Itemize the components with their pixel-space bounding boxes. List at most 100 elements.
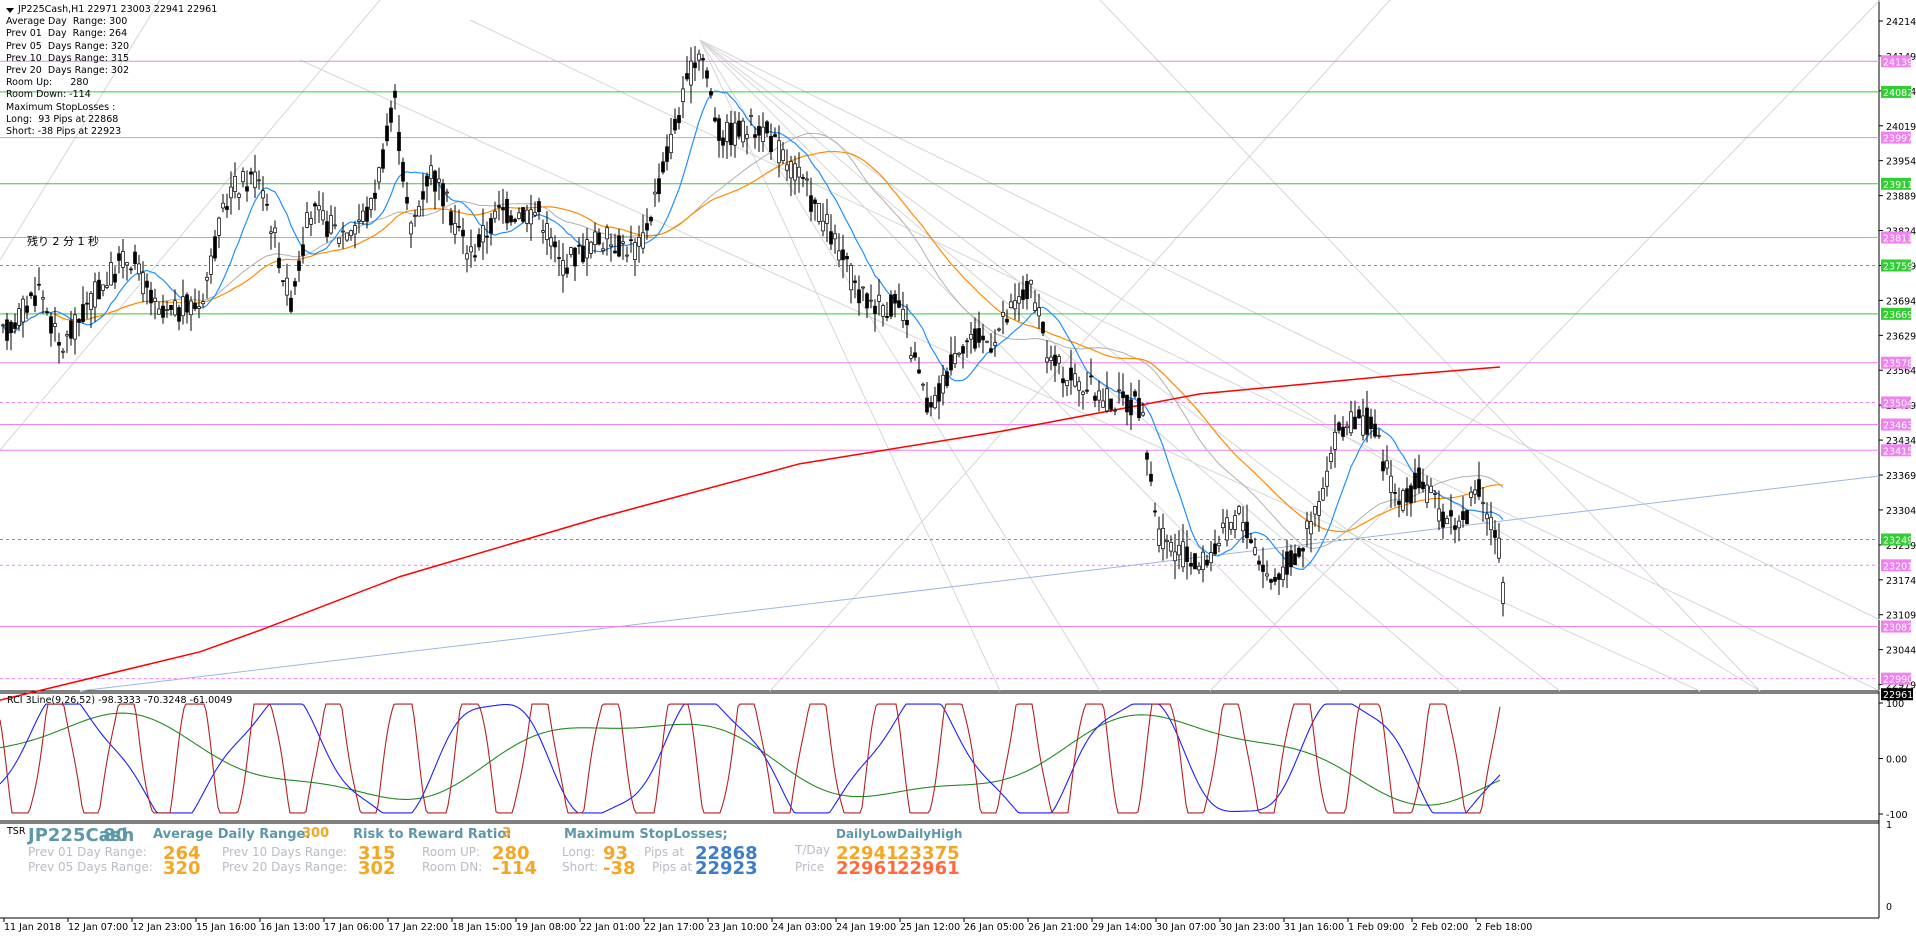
candle-body bbox=[1385, 460, 1389, 469]
candle-body bbox=[1093, 395, 1097, 401]
candle-body bbox=[109, 262, 113, 286]
candle-body bbox=[733, 122, 737, 146]
candle-body bbox=[341, 230, 345, 233]
candle-body bbox=[285, 277, 289, 296]
time-tick-label: 29 Jan 14:00 bbox=[1092, 922, 1152, 933]
avg-day-range: Average Day Range: 300 bbox=[6, 16, 128, 28]
tsr-tday-label: T/Day bbox=[795, 843, 831, 857]
prev20-range: Prev 20 Days Range: 302 bbox=[6, 65, 130, 77]
price-tick-label: 23044 bbox=[1886, 646, 1916, 657]
candle-body bbox=[1413, 472, 1417, 490]
price-tick-label: 24214 bbox=[1886, 17, 1916, 28]
level-tag-bg bbox=[1881, 444, 1911, 457]
candle-body bbox=[233, 176, 237, 192]
candle-body bbox=[1225, 517, 1229, 541]
candle-body bbox=[905, 320, 909, 326]
level-tag-bg bbox=[1881, 259, 1911, 272]
time-tick-label: 12 Jan 07:00 bbox=[68, 922, 128, 933]
candle-body bbox=[153, 297, 157, 302]
candle-body bbox=[289, 297, 293, 312]
candle-body bbox=[217, 217, 221, 236]
dropdown-triangle-icon[interactable] bbox=[6, 7, 14, 13]
candle-body bbox=[561, 260, 565, 276]
price-tick-label: 24019 bbox=[1886, 122, 1916, 133]
candle-body bbox=[1405, 488, 1409, 503]
candle-body bbox=[313, 203, 317, 207]
level-tag-bg bbox=[1881, 559, 1911, 572]
level-tag-label: 23463 bbox=[1883, 421, 1913, 432]
candle-body bbox=[813, 199, 817, 204]
candle-body bbox=[553, 241, 557, 248]
candle-body bbox=[489, 218, 493, 234]
candle-body bbox=[533, 212, 537, 216]
candle-body bbox=[1085, 389, 1089, 392]
candle-body bbox=[1453, 525, 1457, 530]
candle-body bbox=[77, 318, 81, 323]
bar-countdown: 残り 2 分 1 秒 bbox=[27, 235, 99, 248]
candle-body bbox=[37, 283, 41, 286]
candle-body bbox=[989, 348, 993, 353]
candle-body bbox=[1009, 301, 1013, 308]
candle-body bbox=[797, 166, 801, 178]
candle-body bbox=[1057, 356, 1061, 364]
candle-body bbox=[1149, 473, 1153, 482]
tsr-room-dn-label: Room DN: bbox=[422, 860, 483, 874]
candle-body bbox=[1457, 520, 1461, 529]
candle-body bbox=[241, 171, 245, 183]
time-tick-label: 24 Jan 19:00 bbox=[836, 922, 896, 933]
candle-body bbox=[445, 191, 449, 194]
fan-line bbox=[0, 0, 381, 451]
candle-body bbox=[309, 218, 313, 225]
candle-body bbox=[701, 58, 705, 61]
candle-body bbox=[677, 115, 681, 124]
price-tick-label: 23564 bbox=[1886, 366, 1916, 377]
candle-body bbox=[1477, 479, 1481, 497]
candle-body bbox=[1005, 318, 1009, 323]
candle-body bbox=[221, 202, 225, 209]
candle-body bbox=[1281, 566, 1285, 580]
candle-body bbox=[1157, 528, 1161, 546]
candle-body bbox=[569, 247, 573, 255]
candle-body bbox=[581, 245, 585, 263]
candle-body bbox=[69, 320, 73, 339]
candle-body bbox=[601, 248, 605, 251]
time-tick-label: 16 Jan 13:00 bbox=[260, 922, 320, 933]
candle-body bbox=[717, 118, 721, 141]
candle-body bbox=[1237, 506, 1241, 514]
candle-body bbox=[617, 235, 621, 257]
fan-line bbox=[1099, 0, 1761, 692]
candle-body bbox=[1233, 515, 1237, 530]
candle-body bbox=[1, 324, 5, 327]
candle-body bbox=[1273, 577, 1277, 582]
candle-body bbox=[429, 165, 433, 180]
rci-tick-label: -100 bbox=[1886, 810, 1908, 821]
current-price-tag bbox=[1881, 688, 1913, 701]
rci-label: RCI 3Line(9,26,52) -98.3333 -70.3248 -61… bbox=[7, 695, 233, 706]
candle-body bbox=[1377, 434, 1381, 437]
candle-body bbox=[57, 342, 61, 346]
rci-mid-line bbox=[0, 703, 1501, 814]
candle-body bbox=[97, 279, 101, 300]
candle-body bbox=[1301, 548, 1305, 552]
candle-body bbox=[1033, 302, 1037, 311]
candle-body bbox=[821, 220, 825, 232]
short-stoploss: Short: -38 Pips at 22923 bbox=[6, 126, 122, 138]
candle-body bbox=[777, 140, 781, 164]
candle-body bbox=[901, 309, 905, 321]
candle-body bbox=[885, 316, 889, 318]
candle-body bbox=[1073, 373, 1077, 387]
candle-body bbox=[177, 307, 181, 322]
candle-body bbox=[229, 186, 233, 199]
candle-body bbox=[573, 247, 577, 267]
candle-body bbox=[1173, 551, 1177, 562]
candle-body bbox=[1065, 380, 1069, 386]
candle-body bbox=[477, 234, 481, 248]
candle-body bbox=[41, 297, 45, 300]
candle-body bbox=[909, 355, 913, 359]
candle-body bbox=[1369, 416, 1373, 429]
candle-body bbox=[1357, 409, 1361, 419]
time-tick-label: 11 Jan 2018 bbox=[4, 922, 61, 933]
candle-body bbox=[29, 292, 33, 297]
